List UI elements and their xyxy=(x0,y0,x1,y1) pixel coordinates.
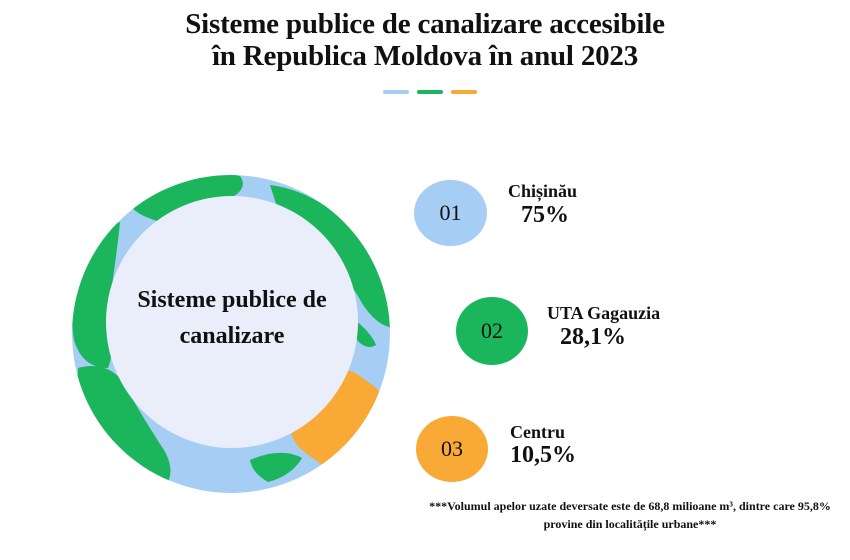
decoration-dash-green xyxy=(417,90,443,94)
center-label-line-2: canalizare xyxy=(179,323,285,349)
footnote-line-2: provine din localitățile urbane*** xyxy=(543,517,717,531)
footnote: ***Volumul apelor uzate deversate este d… xyxy=(420,497,840,533)
badge-02-number: 02 xyxy=(481,318,503,343)
center-label-line-1: Sisteme publice de xyxy=(137,287,327,313)
badge-03: 03 xyxy=(416,416,488,482)
decoration-dash-blue xyxy=(383,90,409,94)
region-value-centru: 10,5% xyxy=(510,442,576,468)
center-label: Sisteme publice de canalizare xyxy=(118,282,346,354)
region-value-gagauzia: 28,1% xyxy=(560,324,626,350)
footnote-line-1: ***Volumul apelor uzate deversate este d… xyxy=(429,499,831,513)
chart-title-line-2: în Republica Moldova în anul 2023 xyxy=(211,40,639,72)
region-name-gagauzia: UTA Gagauzia xyxy=(547,303,661,323)
badge-02: 02 xyxy=(456,297,528,365)
decoration-dash-orange xyxy=(451,90,477,94)
globe-center-disc xyxy=(106,196,358,448)
badge-01: 01 xyxy=(414,180,487,246)
region-value-chisinau: 75% xyxy=(521,202,569,228)
badge-01-number: 01 xyxy=(439,200,462,225)
region-name-centru: Centru xyxy=(510,422,565,442)
chart-title: Sisteme publice de canalizare accesibile… xyxy=(0,8,850,72)
region-name-chisinau: Chișinău xyxy=(508,181,578,201)
badge-03-number: 03 xyxy=(441,436,463,461)
chart-title-line-1: Sisteme publice de canalizare accesibile xyxy=(185,8,665,40)
